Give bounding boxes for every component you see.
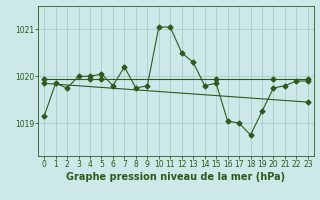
X-axis label: Graphe pression niveau de la mer (hPa): Graphe pression niveau de la mer (hPa) [67, 172, 285, 182]
